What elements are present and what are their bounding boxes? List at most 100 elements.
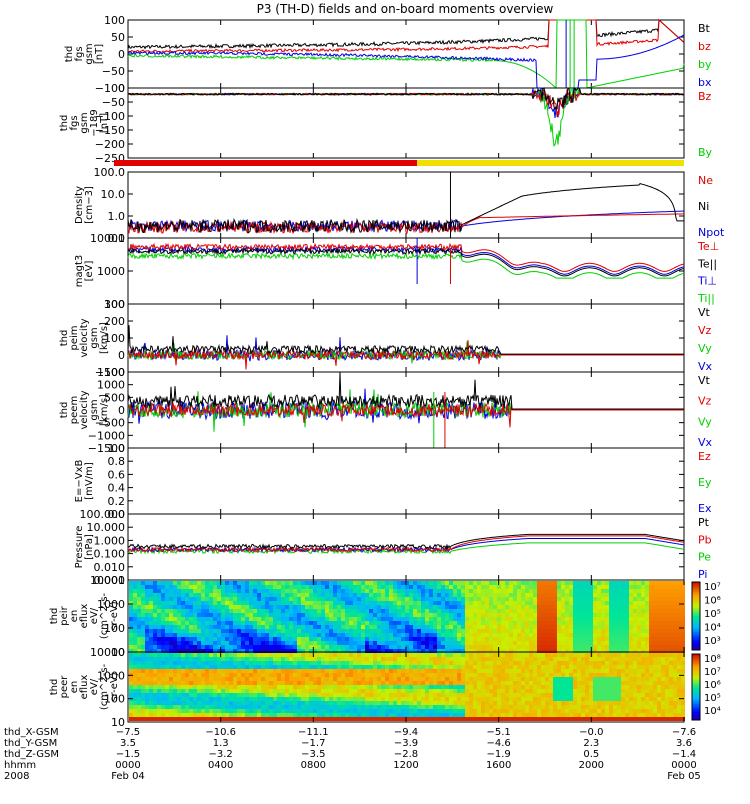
spectrogram-cell (401, 705, 405, 709)
spectrogram-cell (365, 593, 369, 597)
spectrogram-cell (225, 701, 229, 705)
spectrogram-cell (429, 613, 433, 617)
spectrogram-cell (357, 601, 361, 605)
spectrogram-cell (169, 629, 173, 633)
spectrogram-cell (545, 713, 549, 717)
spectrogram-cell (341, 617, 345, 621)
spectrogram-cell (177, 653, 181, 657)
spectrogram-cell (325, 593, 329, 597)
legend-entry: Vy (698, 342, 712, 355)
spectrogram-cell (517, 657, 521, 661)
spectrogram-cell (553, 597, 557, 601)
spectrogram-cell (637, 597, 641, 601)
spectrogram-cell (197, 589, 201, 593)
spectrogram-cell (657, 589, 661, 593)
spectrogram-cell (277, 589, 281, 593)
spectrogram-cell (301, 625, 305, 629)
spectrogram-cell (609, 629, 613, 633)
spectrogram-cell (381, 589, 385, 593)
spectrogram-cell (269, 593, 273, 597)
spectrogram-cell (461, 621, 465, 625)
spectrogram-cell (533, 613, 537, 617)
spectrogram-cell (449, 585, 453, 589)
spectrogram-cell (445, 597, 449, 601)
spectrogram-cell (465, 617, 469, 621)
spectrogram-cell (609, 681, 613, 685)
spectrogram-cell (529, 709, 533, 713)
spectrogram-cell (165, 677, 169, 681)
spectrogram-cell (133, 705, 137, 709)
spectrogram-cell (525, 681, 529, 685)
spectrogram-cell (225, 581, 229, 585)
spectrogram-cell (409, 609, 413, 613)
spectrogram-cell (137, 581, 141, 585)
spectrogram-cell (325, 597, 329, 601)
spectrogram-cell (473, 697, 477, 701)
series-ni (128, 184, 684, 233)
spectrogram-cell (269, 617, 273, 621)
spectrogram-cell (349, 697, 353, 701)
spectrogram-cell (241, 717, 245, 721)
spectrogram-cell (601, 673, 605, 677)
spectrogram-cell (189, 693, 193, 697)
spectrogram-cell (425, 681, 429, 685)
spectrogram-cell (485, 629, 489, 633)
spectrogram-cell (209, 689, 213, 693)
spectrogram-cell (561, 693, 565, 697)
spectrogram-cell (437, 637, 441, 641)
spectrogram-cell (373, 641, 377, 645)
spectrogram-cell (253, 653, 257, 657)
spectrogram-cell (409, 665, 413, 669)
spectrogram-cell (485, 661, 489, 665)
spectrogram-cell (385, 645, 389, 649)
spectrogram-cell (353, 677, 357, 681)
spectrogram-cell (349, 693, 353, 697)
spectrogram-cell (325, 661, 329, 665)
spectrogram-cell (365, 705, 369, 709)
spectrogram-cell (337, 681, 341, 685)
spectrogram-cell (385, 609, 389, 613)
spectrogram-cell (225, 681, 229, 685)
spectrogram-cell (485, 613, 489, 617)
series-electron-velocity (128, 372, 684, 409)
spectrogram-cell (441, 697, 445, 701)
spectrogram-cell (173, 709, 177, 713)
spectrogram-cell (325, 629, 329, 633)
spectrogram-cell (133, 665, 137, 669)
spectrogram-cell (369, 633, 373, 637)
spectrogram-cell (457, 665, 461, 669)
spectrogram-cell (253, 593, 257, 597)
spectrogram-cell (445, 681, 449, 685)
spectrogram-cell (493, 685, 497, 689)
spectrogram-cell (197, 705, 201, 709)
spectrogram-cell (169, 585, 173, 589)
spectrogram-cell (593, 613, 597, 617)
spectrogram-cell (297, 713, 301, 717)
spectrogram-cell (461, 633, 465, 637)
spectrogram-cell (633, 629, 637, 633)
spectrogram-cell (277, 597, 281, 601)
spectrogram-cell (337, 609, 341, 613)
spectrogram-cell (513, 717, 517, 721)
spectrogram-cell (585, 689, 589, 693)
spectrogram-cell (417, 705, 421, 709)
spectrogram-cell (365, 645, 369, 649)
spectrogram-cell (341, 629, 345, 633)
spectrogram-cell (157, 581, 161, 585)
spectrogram-cell (517, 709, 521, 713)
spectrogram-cell (277, 657, 281, 661)
spectrogram-cell (305, 605, 309, 609)
spectrogram-cell (229, 585, 233, 589)
spectrogram-cell (153, 589, 157, 593)
spectrogram-cell (473, 613, 477, 617)
spectrogram-cell (165, 685, 169, 689)
spectrogram-cell (317, 685, 321, 689)
spectrogram-cell (245, 613, 249, 617)
spectrogram-cell (157, 617, 161, 621)
spectrogram-cell (269, 705, 273, 709)
spectrogram-cell (433, 661, 437, 665)
spectrogram-cell (201, 705, 205, 709)
spectrogram-cell (169, 657, 173, 661)
spectrogram-cell (281, 633, 285, 637)
spectrogram-cell (145, 665, 149, 669)
